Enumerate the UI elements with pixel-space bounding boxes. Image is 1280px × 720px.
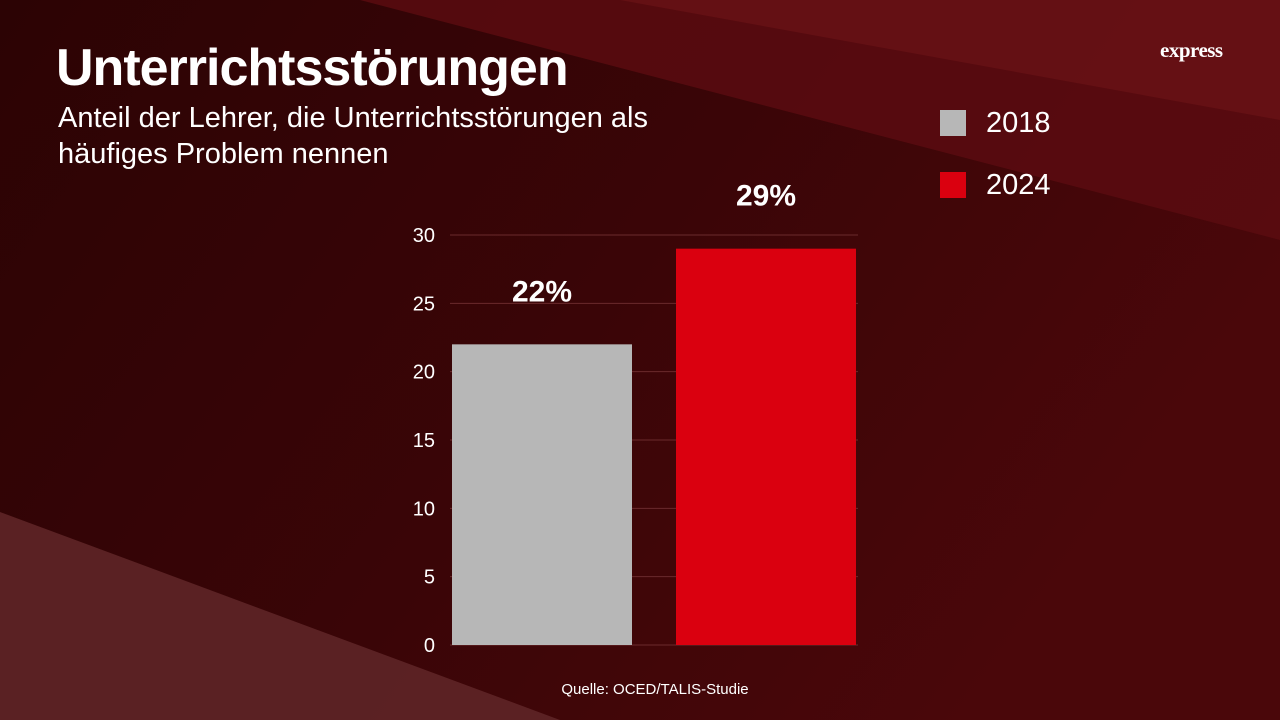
legend-swatch-2018 — [940, 110, 966, 136]
data-label-2024: 29% — [736, 180, 796, 213]
y-tick-label-5: 5 — [424, 567, 435, 589]
data-label-2018: 22% — [512, 275, 572, 308]
express-logo: express — [1160, 38, 1223, 62]
chart-subtitle: Anteil der Lehrer, die Unterrichtsstörun… — [58, 102, 648, 170]
source-note: Quelle: OCED/TALIS-Studie — [561, 681, 749, 698]
y-tick-label-25: 25 — [413, 293, 435, 315]
bar-2018 — [452, 344, 632, 645]
y-tick-label-10: 10 — [413, 498, 435, 520]
legend-item-2018: 2018 — [940, 106, 1051, 140]
y-tick-label-0: 0 — [424, 635, 435, 657]
y-tick-label-20: 20 — [413, 362, 435, 384]
y-tick-label-15: 15 — [413, 430, 435, 452]
legend-item-2024: 2024 — [940, 168, 1051, 202]
legend-label-2024: 2024 — [986, 168, 1051, 201]
legend-swatch-2024 — [940, 172, 966, 198]
legend-label-2018: 2018 — [986, 106, 1051, 139]
chart-title: Unterrichtsstörungen — [56, 39, 569, 97]
bar-2024 — [676, 248, 856, 645]
y-tick-label-30: 30 — [413, 225, 435, 247]
legend: 2018 2024 — [940, 106, 1051, 230]
